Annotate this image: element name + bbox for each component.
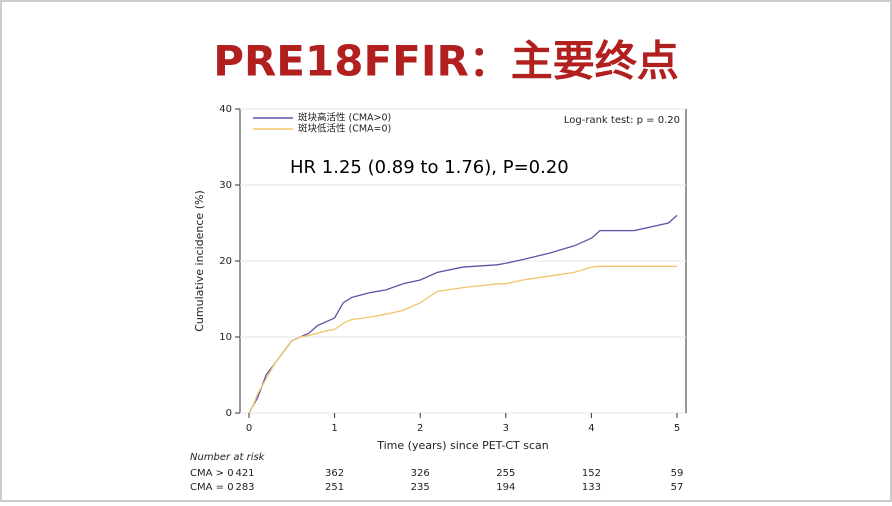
x-tick-label: 5 (674, 423, 680, 434)
risk-row-label: CMA = 0 (190, 482, 234, 493)
series-line (248, 265, 677, 414)
x-tick-label: 3 (503, 423, 509, 434)
risk-count: 194 (496, 482, 515, 493)
legend-label: 斑块高活性 (CMA>0) (298, 112, 391, 124)
risk-count: 421 (235, 468, 254, 479)
y-tick-label: 40 (219, 104, 232, 115)
y-tick-label: 0 (226, 408, 232, 419)
risk-row-label: CMA > 0 (190, 468, 234, 479)
test-label: Log-rank test: p = 0.20 (564, 115, 680, 126)
legend-label: 斑块低活性 (CMA=0) (298, 123, 391, 135)
risk-count: 57 (671, 482, 684, 493)
risk-count: 251 (325, 482, 344, 493)
risk-count: 255 (496, 468, 515, 479)
y-tick-label: 30 (219, 180, 232, 191)
risk-title: Number at risk (190, 452, 266, 463)
slide-title: PRE18FFIR：主要终点 (213, 37, 679, 86)
risk-count: 362 (325, 468, 344, 479)
y-axis-label: Cumulative incidence (%) (193, 190, 206, 331)
risk-count: 235 (411, 482, 430, 493)
x-tick-label: 2 (417, 423, 423, 434)
risk-count: 59 (671, 468, 684, 479)
risk-count: 133 (582, 482, 601, 493)
risk-count: 326 (411, 468, 430, 479)
y-tick-label: 10 (219, 332, 232, 343)
x-tick-label: 1 (331, 423, 337, 434)
x-tick-label: 0 (246, 423, 252, 434)
x-axis-label: Time (years) since PET-CT scan (376, 439, 549, 452)
hr-annotation: HR 1.25 (0.89 to 1.76), P=0.20 (290, 157, 569, 178)
risk-count: 152 (582, 468, 601, 479)
x-tick-label: 4 (588, 423, 594, 434)
y-tick-label: 20 (219, 256, 232, 267)
risk-count: 283 (235, 482, 254, 493)
